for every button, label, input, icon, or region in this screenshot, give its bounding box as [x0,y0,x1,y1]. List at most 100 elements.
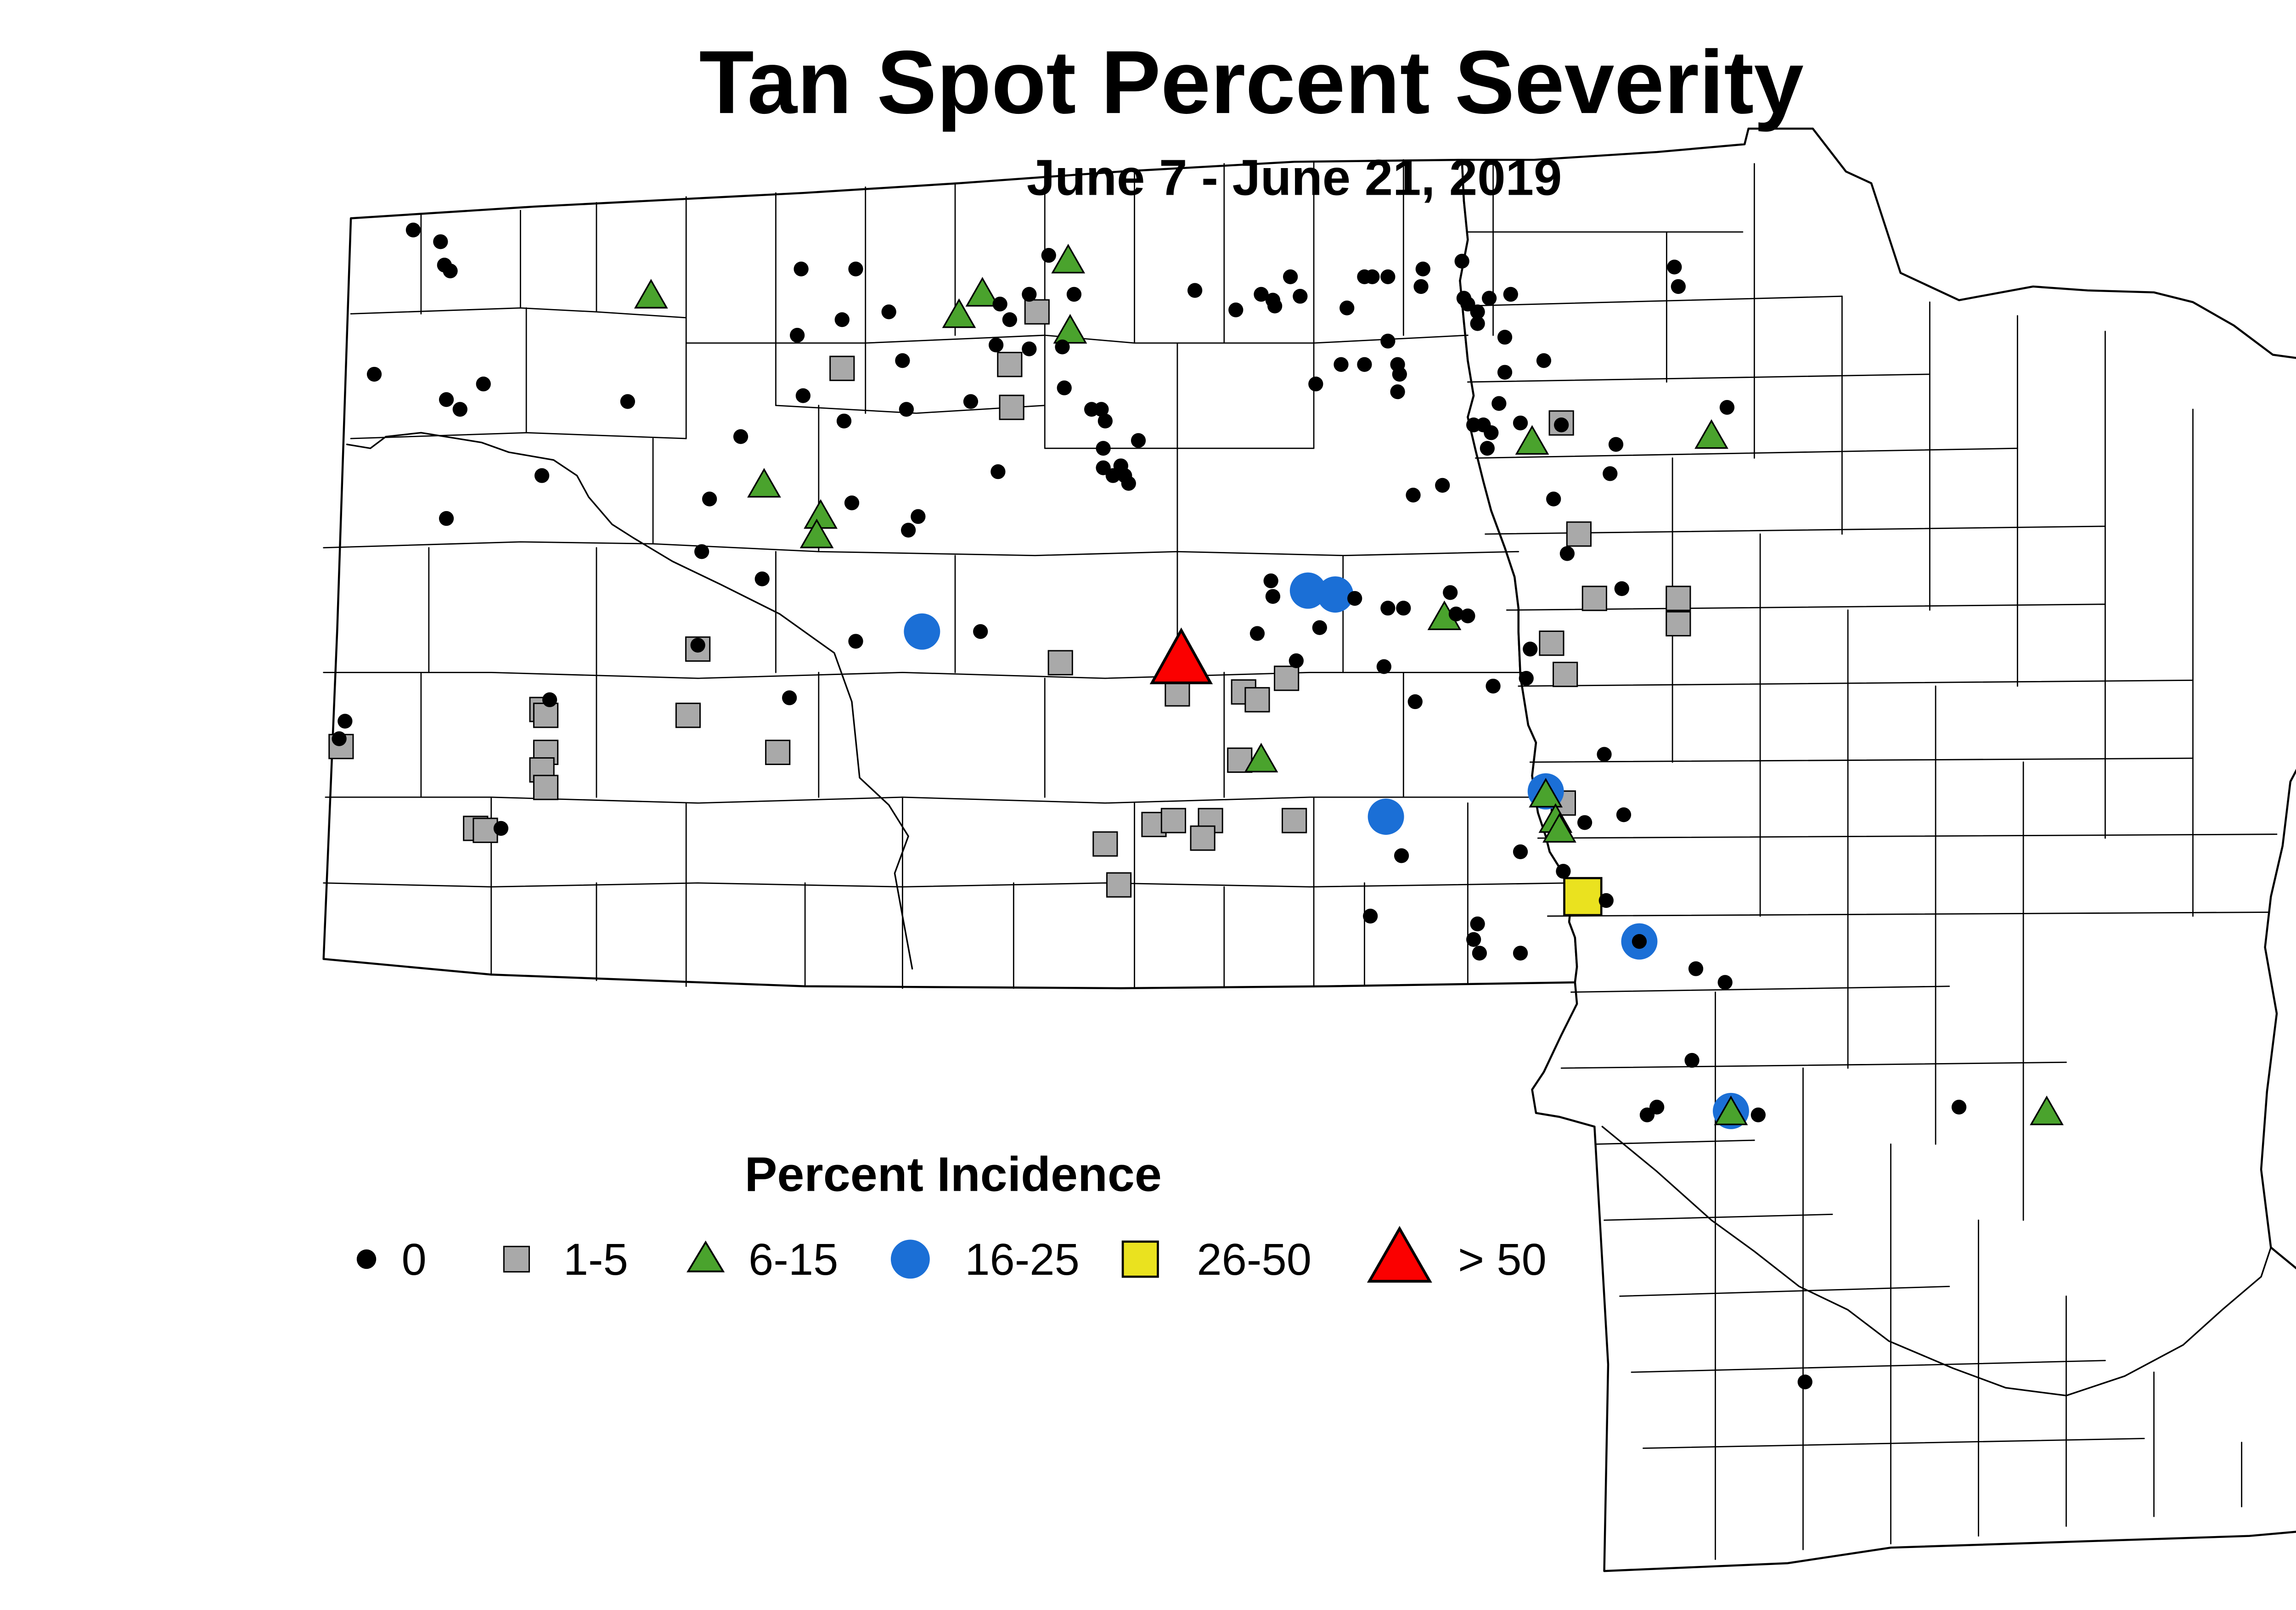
marker-dot-0 [1376,659,1392,674]
marker-triangle-6-15 [1053,314,1087,344]
marker-dot-0 [1022,287,1037,302]
marker-dot-0 [1347,591,1362,606]
incidence-markers [328,222,2064,1390]
marker-dot-0 [1536,353,1552,368]
legend-item-0: 0 [356,1234,427,1284]
marker-dot-0 [782,690,797,705]
marker-square-1-5 [829,355,855,381]
marker-dot-0 [1632,934,1647,949]
marker-dot-0 [1460,608,1475,624]
county-boundary-lines [323,159,2278,1560]
legend-label: 0 [401,1234,426,1284]
marker-dot-0 [1608,437,1624,452]
legend-label: 6-15 [748,1234,838,1284]
marker-dot-0 [1472,946,1487,961]
marker-dot-0 [848,261,863,276]
legend-item-26-50: 26-50 [1121,1234,1311,1284]
marker-dot-0 [439,392,454,407]
page-subtitle: June 7 - June 21, 2019 [1027,149,1562,206]
marker-dot-0 [911,509,926,524]
marker-dot-0 [542,692,557,707]
marker-dot-0 [989,338,1004,353]
marker-triangle-6-15 [1244,743,1278,773]
marker-square-1-5 [533,775,559,800]
marker-square-1-5 [1553,662,1578,687]
marker-dot-0 [1466,932,1481,947]
marker-dot-0 [1519,670,1534,686]
marker-dot-0 [963,394,979,409]
marker-square-1-5 [1666,611,1691,636]
marker-dot-0 [1380,601,1396,616]
marker-dot-0 [733,429,748,444]
marker-dot-0 [1041,248,1056,263]
marker-dot-0 [790,327,805,343]
marker-dot-0 [433,234,448,249]
state-outlines [322,127,2296,1572]
minnesota-outline [1459,127,2296,1572]
county-line [350,307,687,319]
marker-dot-0 [1598,893,1614,908]
marker-triangle-6-15 [799,518,834,548]
marker-dot-0 [1308,377,1323,392]
marker-dot-0 [476,377,491,392]
marker-dot-0 [1480,441,1495,456]
marker-dot-0 [1491,396,1507,411]
marker-dot-0 [1312,620,1327,635]
marker-dot-0 [1503,287,1518,302]
marker-dot-0 [1254,287,1269,302]
marker-dot-0 [1719,400,1735,415]
legend-label: > 50 [1458,1234,1547,1284]
marker-dot-0 [990,464,1006,479]
legend-item-16-25: 16-25 [890,1234,1080,1284]
marker-square-1-5 [1282,808,1307,833]
page-title: Tan Spot Percent Severity [699,32,1804,132]
marker-dot-0 [1407,694,1423,709]
marker-dot-0 [1497,330,1513,345]
county-line [1547,912,2270,917]
marker-square-1-5 [1092,831,1118,857]
marker-dot-0 [1406,487,1421,503]
marker-dot-0 [1513,415,1528,431]
marker-dot-0 [1121,476,1136,491]
marker-triangle-6-15 [1515,425,1549,455]
marker-dot-0 [1363,908,1378,924]
marker-dot-0 [702,491,717,507]
marker-dot-0 [1357,357,1372,372]
marker-dot-0 [1614,581,1629,596]
county-line [1570,985,1950,993]
marker-dot-0 [1688,961,1704,976]
legend-label: 1-5 [563,1234,628,1284]
marker-dot-0 [1283,269,1298,284]
marker-dot-0 [1717,975,1733,990]
county-line [685,334,1469,344]
county-line [323,541,1519,557]
county-line [1631,1360,2106,1373]
marker-dot-0 [1484,425,1499,440]
marker-dot-0 [1559,546,1575,561]
marker-triangle-6-15 [1694,419,1728,449]
marker-dot-0 [338,714,353,729]
marker-circle-16-25 [1289,572,1326,609]
marker-square-1-5 [1165,681,1190,707]
marker-dot-0 [1513,844,1528,859]
river-line [1601,1126,2272,1396]
marker-dot-0 [452,402,467,417]
county-line [1518,679,2194,687]
marker-dot-0 [690,637,705,653]
marker-dot-0 [1470,316,1485,331]
marker-triangle-6-15 [942,298,976,328]
marker-dot-0 [754,571,770,586]
marker-dot-0 [1513,946,1528,961]
marker-dot-0 [1187,283,1203,298]
marker-dot-0 [405,222,421,237]
marker-dot-0 [1339,300,1355,315]
marker-square-1-5 [675,703,701,728]
legend-gray-square-icon [503,1245,530,1273]
marker-dot-0 [1603,466,1618,481]
marker-dot-0 [1263,573,1278,589]
marker-dot-0 [1413,279,1429,294]
marker-square-1-5 [1581,585,1607,611]
marker-triangle-6-15 [1542,813,1576,843]
marker-dot-0 [848,634,863,649]
